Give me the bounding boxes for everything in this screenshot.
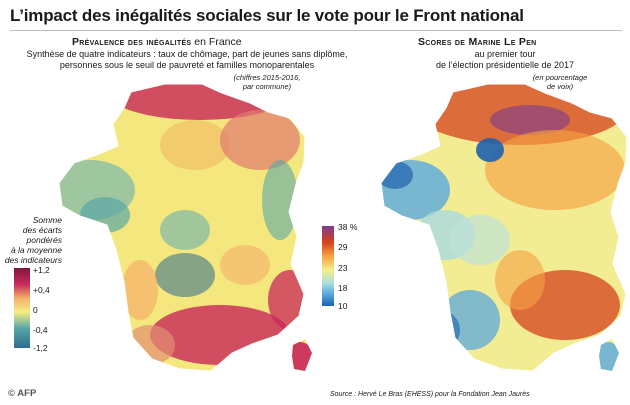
right-heading-main: Scores de Marine Le Pen: [418, 36, 537, 48]
left-legend-colorbar: [14, 268, 30, 348]
right-legend-tick: 18: [338, 283, 348, 293]
left-legend-tick: +1,2: [33, 265, 50, 275]
right-legend-tick: 29: [338, 242, 348, 252]
right-subtitle-line2: de l’élection présidentielle de 2017: [435, 60, 575, 70]
left-heading-tail: en France: [191, 36, 242, 48]
right-legend-tick: 23: [338, 263, 348, 273]
right-note-line1: (en pourcentage: [532, 73, 588, 82]
left-colorbar-svg: [14, 268, 30, 348]
left-map-subtitle: Synthèse de quatre indicateurs : taux de…: [8, 49, 366, 71]
left-note-line1: (chiffres 2015-2016,: [233, 73, 301, 82]
title-divider: [10, 30, 622, 31]
left-subtitle-line2: personnes sous le seuil de pauvreté et f…: [59, 60, 315, 70]
left-map-note: (chiffres 2015-2016, par commune): [222, 73, 312, 91]
left-legend-tick: -0,4: [33, 325, 48, 335]
left-legend-tick: -1,2: [33, 343, 48, 353]
left-note-line2: par commune): [242, 82, 292, 91]
left-legend-title-line: pondérés: [26, 235, 62, 245]
right-legend-tick: 38 %: [338, 222, 358, 232]
right-colorbar-svg: [322, 226, 334, 306]
right-legend-tick: 10: [338, 301, 348, 311]
right-france-outline: [380, 83, 628, 372]
left-legend-title-line: Somme: [32, 215, 62, 225]
left-legend-title-line: des écarts: [22, 225, 62, 235]
right-legend-colorbar: [322, 226, 334, 306]
left-legend-title: Somme des écarts pondérés à la moyenne d…: [4, 215, 62, 265]
left-legend-tick: +0,4: [33, 285, 50, 295]
right-subtitle-line1: au premier tour: [474, 49, 536, 59]
source-credit: Source : Hervé Le Bras (EHESS) pour la F…: [330, 391, 530, 398]
left-legend-title-line: des indicateurs: [4, 255, 62, 265]
infographic-title: L’impact des inégalités sociales sur le …: [10, 6, 524, 25]
left-subtitle-line1: Synthèse de quatre indicateurs : taux de…: [26, 49, 348, 59]
inequality-map: [59, 84, 312, 371]
left-map-heading: Prévalence des inégalités en France: [72, 36, 242, 48]
right-map-subtitle: au premier tour de l’élection présidenti…: [400, 49, 610, 71]
afp-logo: © AFP: [8, 388, 37, 399]
right-note-line2: de voix): [546, 82, 574, 91]
right-map-note: (en pourcentage de voix): [520, 73, 600, 91]
left-france-outline: [58, 83, 306, 372]
left-legend-tick: 0: [33, 305, 38, 315]
right-map-heading: Scores de Marine Le Pen: [418, 36, 537, 48]
left-legend-title-line: à la moyenne: [10, 245, 62, 255]
left-heading-main: Prévalence des inégalités: [72, 36, 192, 48]
